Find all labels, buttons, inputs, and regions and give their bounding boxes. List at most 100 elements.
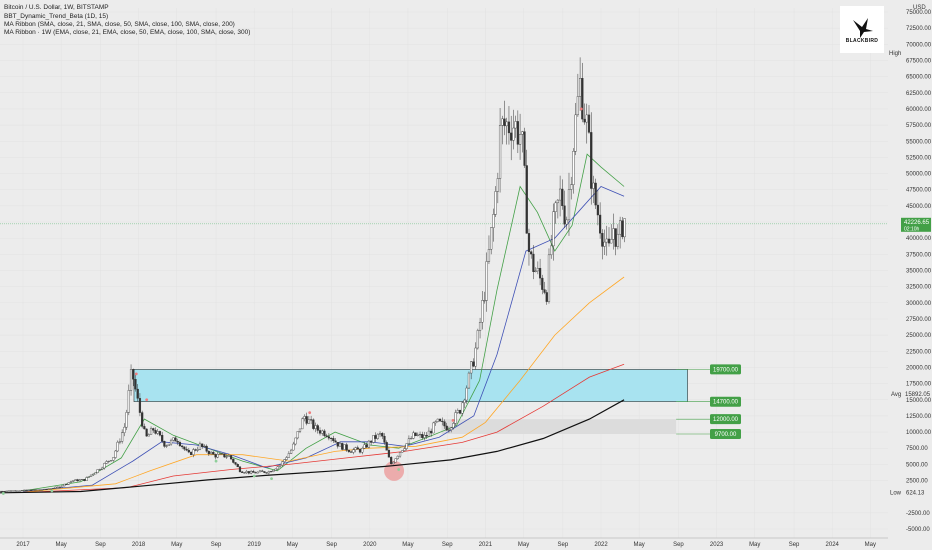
candle-body (334, 440, 337, 443)
candle-body (303, 416, 306, 420)
candle-body (456, 410, 459, 413)
candle-body (52, 488, 55, 490)
y-tick-label: 17500.00 (906, 382, 932, 388)
candle-body (576, 96, 579, 116)
candle-body (54, 486, 57, 489)
candle-body (165, 445, 168, 447)
candle-body (523, 131, 526, 166)
candle-body (550, 245, 553, 256)
candle-body (596, 204, 599, 216)
candle-body (341, 443, 344, 450)
level-label-box (710, 414, 741, 425)
candle-body (443, 421, 446, 427)
candle-body (514, 121, 517, 129)
candle-body (132, 369, 135, 380)
level-label-text: 12000.00 (713, 417, 739, 423)
candle-body (296, 431, 299, 439)
candle-body (21, 490, 24, 492)
candle-body (621, 220, 624, 238)
candle-body (458, 410, 462, 414)
candle-body (301, 418, 304, 430)
candle-body (14, 490, 17, 492)
sell-marker (308, 411, 312, 415)
candle-body (321, 430, 324, 434)
candle-body (565, 219, 568, 225)
y-tick-label: 55000.00 (906, 139, 932, 145)
candle-body (530, 251, 533, 255)
y-tick-label: 52500.00 (906, 155, 932, 161)
candle-body (370, 440, 373, 443)
x-tick-label: 2021 (479, 542, 493, 548)
candle-body (223, 453, 226, 458)
candle-body (347, 449, 351, 452)
candle-body (385, 442, 388, 451)
candle-body (547, 254, 551, 302)
candle-body (438, 418, 442, 422)
y-tick-label: 47500.00 (906, 188, 932, 194)
candle-body (619, 220, 622, 235)
x-tick-label: 2023 (710, 542, 724, 548)
sell-marker (134, 372, 138, 376)
candle-body (378, 433, 382, 435)
candle-body (107, 460, 110, 462)
candle-body (623, 218, 626, 238)
buy-marker (397, 468, 401, 471)
axis-layer: -5000.00 -2500.00 2500.00 5000.00 7500.00 100… (0, 10, 932, 548)
x-tick-label: Sep (211, 542, 222, 548)
candle-body (581, 78, 584, 120)
candle-body (0, 490, 1, 492)
candle-body (116, 441, 119, 452)
candle-body (174, 437, 177, 442)
candle-body (601, 233, 604, 247)
candle-body (538, 267, 542, 279)
candle-body (234, 462, 237, 465)
candle-body (281, 461, 284, 466)
candle-body (89, 474, 93, 477)
candle-body (605, 238, 608, 243)
candle-body (290, 449, 293, 454)
buy-marker (270, 477, 273, 480)
candle-body (541, 277, 544, 290)
candle-body (374, 435, 377, 439)
candle-body (103, 463, 106, 469)
candle-body (396, 455, 399, 459)
candle-body (125, 412, 128, 428)
candle-body (74, 479, 77, 481)
candle-body (238, 466, 242, 473)
candle-body (141, 412, 144, 427)
candle-body (343, 444, 346, 450)
candle-body (383, 435, 386, 443)
candle-body (129, 369, 133, 391)
candle-body (421, 434, 424, 438)
candle-body (336, 441, 339, 447)
candle-body (498, 125, 502, 179)
candle-body (149, 428, 153, 435)
candle-body (478, 322, 482, 331)
candle-body (496, 178, 499, 192)
candle-body (167, 443, 170, 447)
candle-body (123, 426, 126, 433)
candle-body (470, 361, 473, 374)
candle-body (96, 469, 99, 473)
candle-body (505, 121, 508, 127)
candle-body (430, 430, 433, 434)
x-tick-label: Sep (789, 542, 800, 548)
candle-body (136, 388, 139, 399)
marker-layer (1, 107, 583, 495)
candle-body (390, 457, 393, 465)
candle-body (185, 448, 188, 451)
candle-body (12, 490, 15, 492)
candle-body (243, 472, 246, 474)
currency-label: USD (913, 5, 926, 11)
candle-body (512, 127, 515, 141)
candle-body (418, 434, 422, 436)
candle-body (94, 472, 97, 475)
candle-body (85, 477, 88, 481)
x-tick-label: May (287, 542, 298, 548)
candle-body (474, 347, 477, 367)
candle-body (536, 267, 539, 272)
candle-body (518, 134, 522, 145)
candle-body (441, 420, 444, 422)
candle-body (425, 435, 428, 437)
current-price-box (901, 217, 931, 232)
